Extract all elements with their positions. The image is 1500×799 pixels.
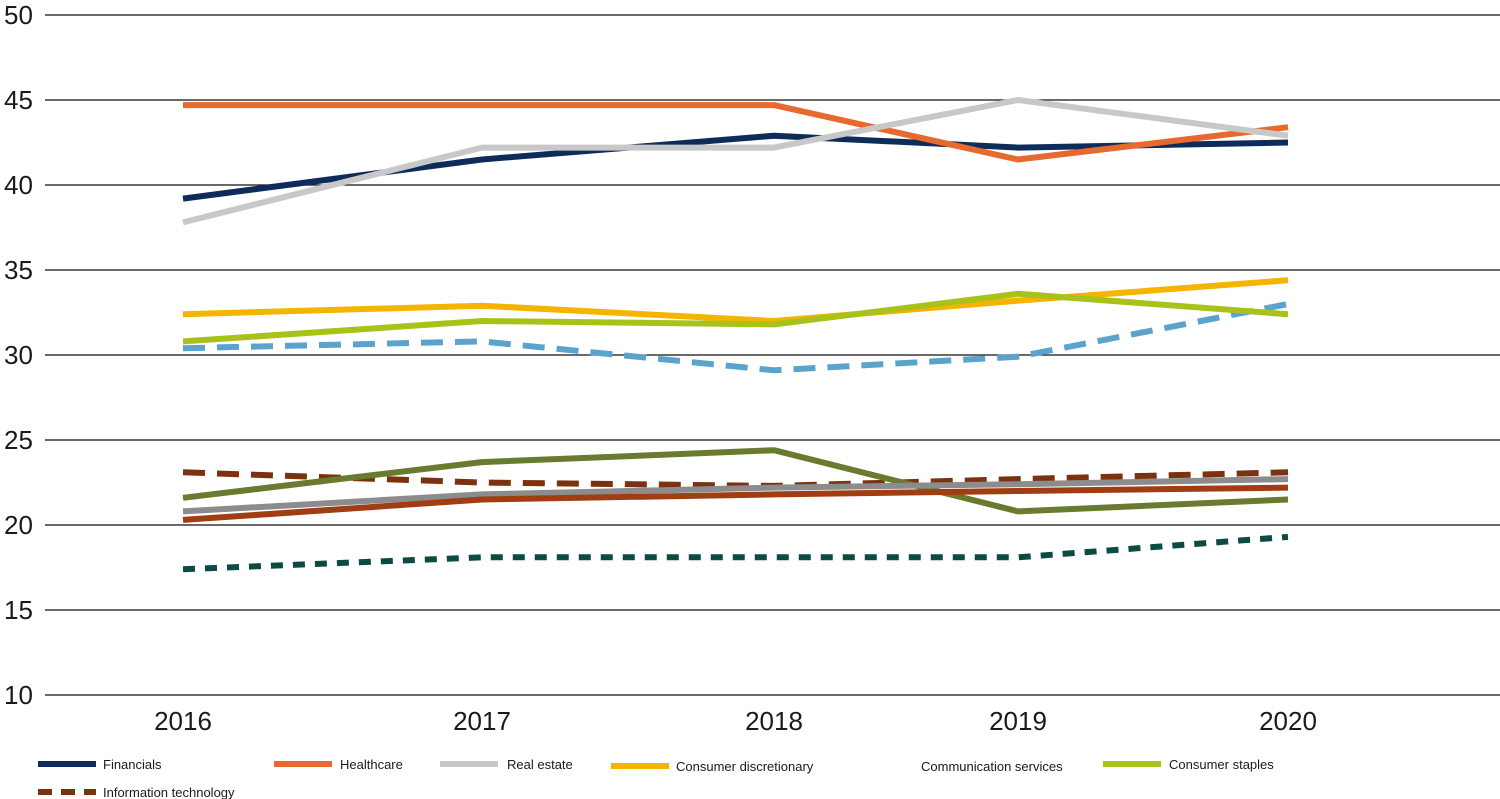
x-tick-label: 2016 — [154, 706, 212, 736]
gridlines — [45, 14, 1500, 696]
y-tick-label: 10 — [4, 680, 33, 710]
legend-item-healthcare: Healthcare — [274, 757, 403, 772]
legend-item-information-technology: Information technology — [38, 785, 235, 799]
x-tick-label: 2018 — [745, 706, 803, 736]
legend-item-financials: Financials — [38, 757, 162, 772]
series-unlabeled-10 — [182, 533, 1289, 573]
legend-label: Consumer discretionary — [676, 759, 814, 774]
series-unlabeled-8 — [182, 476, 1289, 515]
series-line — [183, 102, 1289, 163]
legend-label: Consumer staples — [1169, 757, 1274, 772]
legend-item-consumer-discretionary: Consumer discretionary — [611, 759, 814, 774]
legend-label: Communication services — [921, 759, 1063, 774]
series-lines — [182, 97, 1289, 573]
y-tick-label: 25 — [4, 425, 33, 455]
y-axis-ticks: 10 15 20 25 30 35 40 45 50 — [4, 0, 33, 710]
series-line — [182, 277, 1289, 324]
series-healthcare — [183, 102, 1289, 163]
y-tick-label: 30 — [4, 340, 33, 370]
series-unlabeled-9 — [182, 484, 1289, 523]
legend-label: Information technology — [103, 785, 235, 799]
legend-label: Real estate — [507, 757, 573, 772]
legend: Financials Healthcare Real estate Consumer … — [38, 757, 1274, 799]
x-tick-label: 2017 — [453, 706, 511, 736]
x-axis-ticks: 2016 2017 2018 2019 2020 — [154, 706, 1317, 736]
x-tick-label: 2019 — [989, 706, 1047, 736]
series-communication-services — [182, 301, 1289, 374]
legend-label: Healthcare — [340, 757, 403, 772]
series-consumer-staples — [182, 290, 1289, 345]
series-consumer-discretionary — [182, 277, 1289, 324]
legend-item-communication-services: Communication services — [921, 759, 1063, 774]
y-tick-label: 50 — [4, 0, 33, 30]
y-tick-label: 40 — [4, 170, 33, 200]
y-tick-label: 45 — [4, 85, 33, 115]
series-unlabeled-7 — [182, 447, 1289, 515]
legend-item-real-estate: Real estate — [440, 757, 573, 772]
series-line — [182, 476, 1289, 515]
x-tick-label: 2020 — [1259, 706, 1317, 736]
legend-label: Financials — [103, 757, 162, 772]
series-line — [182, 97, 1289, 226]
series-line — [182, 447, 1289, 515]
series-line — [182, 290, 1289, 345]
series-real-estate — [182, 97, 1289, 226]
y-tick-label: 20 — [4, 510, 33, 540]
y-tick-label: 15 — [4, 595, 33, 625]
series-line — [182, 484, 1289, 523]
series-line — [182, 301, 1289, 374]
series-line — [182, 533, 1289, 573]
legend-item-consumer-staples: Consumer staples — [1103, 757, 1274, 772]
y-tick-label: 35 — [4, 255, 33, 285]
